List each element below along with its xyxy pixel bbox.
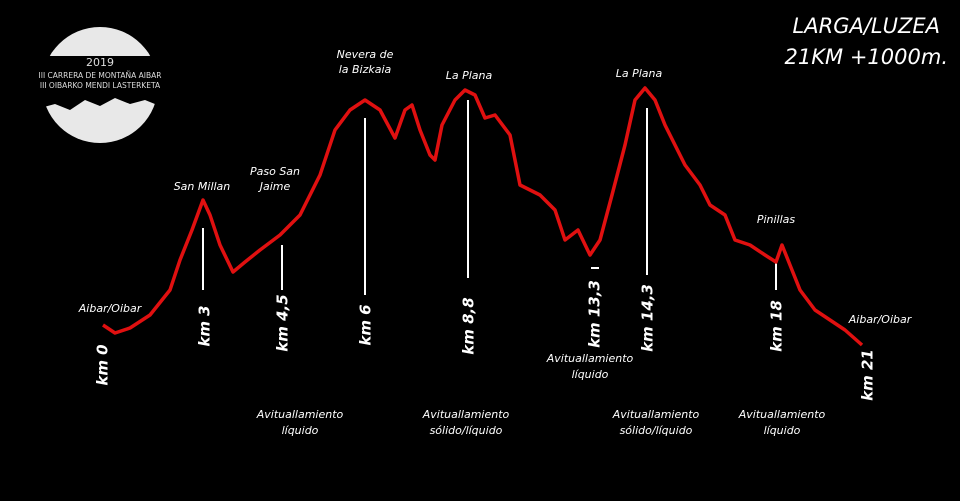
place-label: Aibar/Oibar bbox=[848, 313, 913, 326]
aid-label: líquido bbox=[282, 424, 319, 437]
aid-label: líquido bbox=[572, 368, 609, 381]
logo-line: III CARRERA DE MONTAÑA AIBAR bbox=[39, 71, 162, 80]
place-label: San Millan bbox=[174, 180, 231, 193]
place-label: Paso San bbox=[250, 165, 300, 178]
place-label: Aibar/Oibar bbox=[78, 302, 143, 315]
aid-label: sólido/líquido bbox=[430, 424, 503, 437]
km-label: km 4,5 bbox=[274, 294, 292, 351]
marker-lines bbox=[202, 100, 777, 295]
aid-label: Avituallamiento bbox=[738, 408, 826, 421]
place-label: La Plana bbox=[446, 69, 493, 82]
elevation-profile bbox=[102, 86, 864, 347]
km-label: km 18 bbox=[768, 300, 786, 352]
km-label: km 0 bbox=[94, 344, 112, 385]
logo-line: III OIBARKO MENDI LASTERKETA bbox=[40, 81, 161, 90]
title: LARGA/LUZEA bbox=[793, 14, 940, 38]
aid-label: líquido bbox=[764, 424, 801, 437]
place-label: la Bizkaia bbox=[339, 63, 392, 76]
km-label: km 21 bbox=[859, 349, 877, 401]
aid-label: Avituallamiento bbox=[612, 408, 700, 421]
place-label: La Plana bbox=[616, 67, 663, 80]
km-label: km 13,3 bbox=[586, 280, 604, 348]
place-label: Jaime bbox=[258, 180, 291, 193]
aid-label: Avituallamiento bbox=[546, 352, 634, 365]
km-label: km 3 bbox=[196, 305, 214, 346]
aid-label: sólido/líquido bbox=[620, 424, 693, 437]
km-label: km 6 bbox=[357, 304, 375, 345]
subtitle: 21KM +1000m. bbox=[785, 45, 948, 69]
km-label: km 14,3 bbox=[639, 284, 657, 352]
km-label: km 8,8 bbox=[460, 297, 478, 354]
place-label: Pinillas bbox=[757, 213, 796, 226]
aid-label: Avituallamiento bbox=[422, 408, 510, 421]
place-label: Nevera de bbox=[337, 48, 394, 61]
aid-label: Avituallamiento bbox=[256, 408, 344, 421]
logo-year: 2019 bbox=[86, 56, 114, 69]
